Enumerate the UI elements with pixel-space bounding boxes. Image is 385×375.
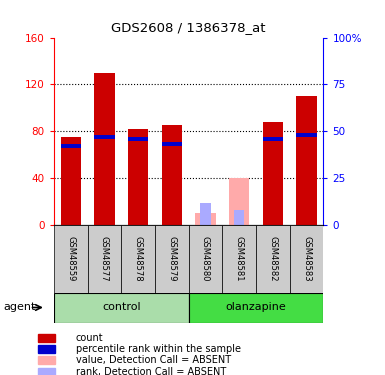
Text: GSM48580: GSM48580 [201, 236, 210, 282]
Bar [162, 125, 182, 225]
Bar [296, 133, 316, 137]
Text: GSM48583: GSM48583 [302, 236, 311, 282]
Bar [54, 292, 189, 322]
Bar [38, 345, 55, 353]
Bar [201, 202, 211, 225]
Text: GSM48582: GSM48582 [268, 236, 277, 282]
Text: GSM48577: GSM48577 [100, 236, 109, 282]
Bar [94, 135, 115, 139]
Bar [61, 144, 81, 148]
Bar [256, 225, 290, 292]
Bar [54, 225, 88, 292]
Text: rank, Detection Call = ABSENT: rank, Detection Call = ABSENT [76, 367, 226, 375]
Bar [38, 334, 55, 342]
Text: control: control [102, 303, 141, 312]
Bar [223, 225, 256, 292]
Text: agent: agent [4, 303, 36, 312]
Text: value, Detection Call = ABSENT: value, Detection Call = ABSENT [76, 356, 231, 365]
Text: GSM48578: GSM48578 [134, 236, 142, 282]
Bar [290, 225, 323, 292]
Bar [88, 225, 121, 292]
Title: GDS2608 / 1386378_at: GDS2608 / 1386378_at [111, 21, 266, 33]
Bar [263, 137, 283, 141]
Bar [38, 356, 55, 364]
Text: count: count [76, 333, 104, 343]
Bar [38, 368, 55, 375]
Bar [121, 225, 155, 292]
Bar [128, 129, 148, 225]
Text: GSM48581: GSM48581 [235, 236, 244, 282]
Bar [234, 210, 244, 225]
Bar [155, 225, 189, 292]
Bar [196, 213, 216, 225]
Bar [94, 73, 115, 225]
Text: GSM48579: GSM48579 [167, 236, 176, 282]
Bar [128, 137, 148, 141]
Text: olanzapine: olanzapine [226, 303, 286, 312]
Bar [263, 122, 283, 225]
Bar [189, 225, 223, 292]
Text: percentile rank within the sample: percentile rank within the sample [76, 344, 241, 354]
Bar [162, 142, 182, 146]
Bar [61, 137, 81, 225]
Bar [229, 178, 249, 225]
Bar [296, 96, 316, 225]
Text: GSM48559: GSM48559 [66, 236, 75, 281]
Bar [189, 292, 323, 322]
